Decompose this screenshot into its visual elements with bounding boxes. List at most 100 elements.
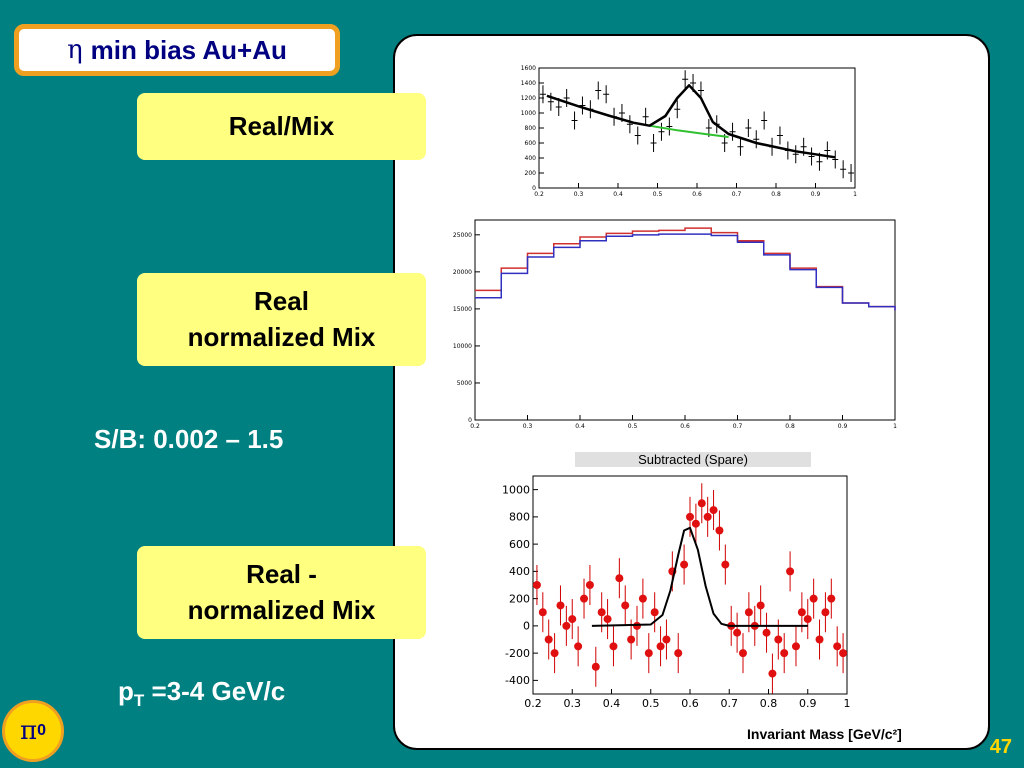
- x-tick-label: 0.8: [785, 423, 795, 430]
- data-point: [650, 608, 659, 617]
- data-point: [791, 642, 800, 651]
- x-tick-label: 0.7: [732, 191, 742, 198]
- data-point: [721, 560, 730, 569]
- x-tick-label: 0.5: [642, 697, 660, 710]
- plot-frame: [474, 219, 896, 421]
- data-point: [603, 615, 612, 624]
- label-sub-line1: Real -: [246, 559, 317, 590]
- label-sub-line2: normalized Mix: [187, 594, 376, 625]
- x-tick-label: 0.8: [760, 697, 778, 710]
- data-point: [756, 601, 765, 610]
- label-real-minus-normalized-mix: Real - normalized Mix: [137, 546, 426, 639]
- data-point: [662, 635, 671, 644]
- data-point: [638, 594, 647, 603]
- x-tick-label: 0.3: [564, 697, 582, 710]
- page-number: 47: [989, 736, 1012, 758]
- data-point: [797, 608, 806, 617]
- subtracted-plot: 0.2 0.3 0.4 0.5 0.6 0.7 0.8 0.9 1 1000 800 600 400 20…: [502, 475, 851, 710]
- y-tick-label: 15000: [453, 306, 472, 313]
- data-point: [691, 519, 700, 528]
- eta-symbol: η: [67, 35, 83, 65]
- x-tick-label: 1: [893, 423, 897, 430]
- pt-rest: =3-4 GeV/c: [144, 676, 286, 706]
- x-tick-label: 0.4: [603, 697, 621, 710]
- y-tick-label: 10000: [453, 343, 472, 350]
- y-tick-label: 800: [509, 511, 530, 524]
- data-point: [768, 669, 777, 678]
- data-point: [680, 560, 689, 569]
- y-tick-label: 600: [509, 538, 530, 551]
- data-point: [591, 662, 600, 671]
- data-point: [780, 649, 789, 658]
- y-tick-label: -400: [505, 674, 530, 687]
- y-tick-label: 600: [525, 140, 537, 147]
- pt-p: p: [118, 676, 134, 706]
- invariant-mass-label: Invariant Mass [GeV/c²]: [747, 726, 902, 742]
- x-tick-label: 0.7: [733, 423, 743, 430]
- data-point: [762, 628, 771, 637]
- y-tick-label: 1600: [521, 65, 536, 72]
- normalized-mix-plot: 0.2 0.3 0.4 0.5 0.6 0.7 0.8 0.9 1 0 5000 10000 15000…: [453, 219, 897, 430]
- data-point: [597, 608, 606, 617]
- data-point: [615, 574, 624, 583]
- y-tick-label: 1000: [502, 483, 530, 496]
- data-point: [715, 526, 724, 535]
- data-point: [733, 628, 742, 637]
- data-point: [709, 506, 718, 515]
- pi-sup: 0: [37, 722, 46, 739]
- y-tick-label: 1000: [521, 110, 536, 117]
- y-tick-label: -200: [505, 647, 530, 660]
- series-line-1: [475, 233, 896, 311]
- signal-background-ratio: S/B: 0.002 – 1.5: [94, 424, 284, 454]
- x-tick-label: 0.2: [470, 423, 480, 430]
- data-point: [786, 567, 795, 576]
- label-real-normalized-mix: Real normalized Mix: [137, 273, 426, 366]
- x-tick-label: 0.6: [692, 191, 702, 198]
- x-tick-label: 0.3: [523, 423, 533, 430]
- x-tick-label: 0.4: [613, 191, 623, 198]
- data-point: [697, 499, 706, 508]
- data-point: [568, 615, 577, 624]
- plot-frame: [538, 67, 856, 189]
- x-tick-label: 0.6: [680, 423, 690, 430]
- y-tick-label: 0: [532, 185, 536, 192]
- real-mix-plot: 0.2 0.3 0.4 0.5 0.6 0.7 0.8 0.9 1 0 200 400 600 800 10…: [521, 65, 857, 198]
- x-tick-label: 0.7: [721, 697, 739, 710]
- data-point: [550, 649, 559, 658]
- x-tick-label: 0.4: [575, 423, 585, 430]
- data-point: [803, 615, 812, 624]
- data-point: [839, 649, 848, 658]
- plots-panel: 0.2 0.3 0.4 0.5 0.6 0.7 0.8 0.9 1 0 200 400 600 800 10…: [393, 34, 990, 750]
- data-point: [686, 512, 694, 521]
- data-point: [532, 581, 541, 589]
- y-tick-label: 800: [525, 125, 537, 132]
- data-point: [585, 581, 594, 589]
- y-tick-label: 20000: [453, 269, 472, 276]
- y-tick-label: 200: [525, 170, 537, 177]
- x-tick-label: 0.9: [811, 191, 821, 198]
- x-tick-label: 0.3: [574, 191, 584, 198]
- y-tick-label: 1200: [521, 95, 536, 102]
- x-tick-label: 0.9: [799, 697, 817, 710]
- data-point: [574, 642, 583, 651]
- x-tick-label: 1: [844, 697, 851, 710]
- x-tick-label: 1: [853, 191, 857, 198]
- background-fit-line: [649, 124, 729, 138]
- gaussian-fit-line: [591, 526, 808, 627]
- pi-symbol: π: [20, 716, 38, 746]
- x-tick-label: 0.5: [653, 191, 663, 198]
- pt-range: pT =3-4 GeV/c: [118, 676, 285, 711]
- data-point: [544, 635, 553, 644]
- x-tick-label: 0.6: [681, 697, 699, 710]
- data-point: [774, 635, 783, 644]
- middle-plot-caption: Subtracted (Spare): [575, 452, 811, 467]
- y-tick-label: 200: [509, 592, 530, 605]
- data-point: [744, 608, 753, 617]
- data-point: [609, 642, 618, 651]
- label-real-mix: Real/Mix: [137, 93, 426, 160]
- slide-title: η min bias Au+Au: [14, 24, 340, 76]
- data-point: [562, 621, 571, 630]
- data-point: [621, 601, 630, 610]
- data-point: [644, 649, 653, 658]
